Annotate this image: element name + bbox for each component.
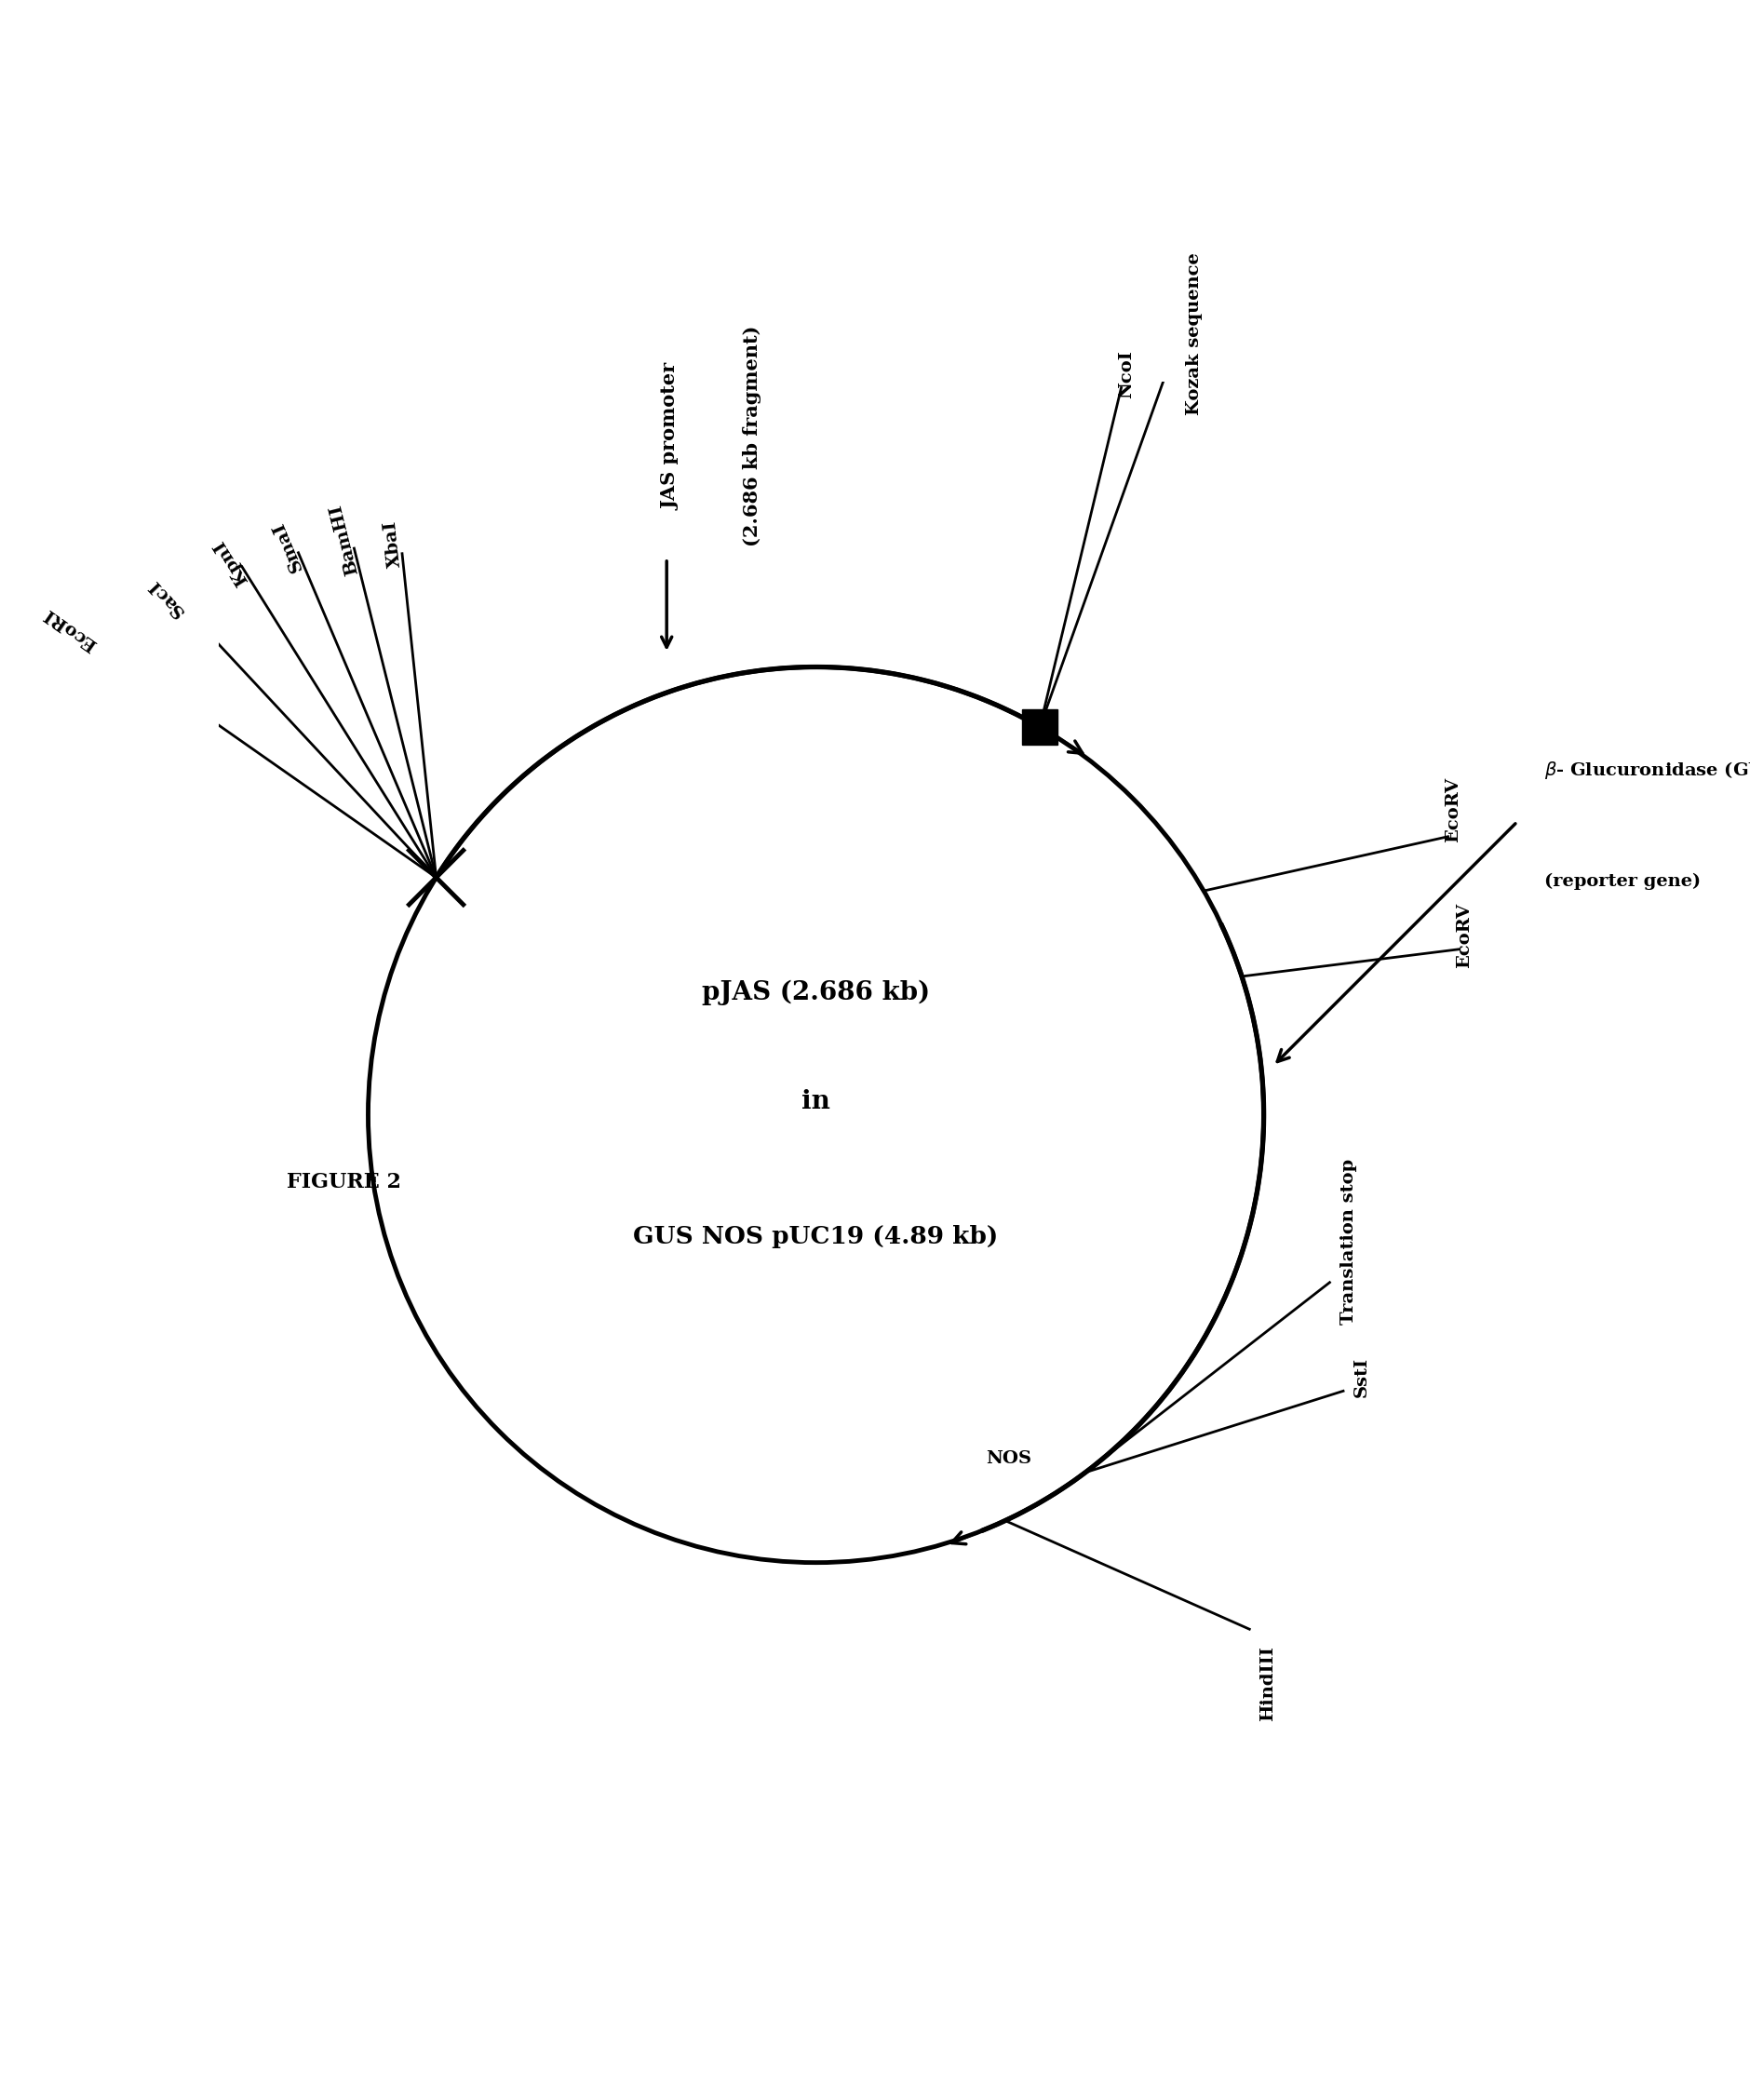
Text: EcoRV: EcoRV <box>1444 777 1461 842</box>
Text: $\beta$- Glucuronidase (GUS): $\beta$- Glucuronidase (GUS) <box>1544 760 1750 781</box>
Polygon shape <box>1022 710 1057 745</box>
Text: pJAS (2.686 kb): pJAS (2.686 kb) <box>702 981 929 1006</box>
Text: KpnI: KpnI <box>210 536 252 588</box>
Text: GUS NOS pUC19 (4.89 kb): GUS NOS pUC19 (4.89 kb) <box>633 1224 997 1250</box>
Text: NOS: NOS <box>985 1451 1031 1468</box>
Text: (reporter gene): (reporter gene) <box>1544 874 1699 890</box>
Text: Kozak sequence: Kozak sequence <box>1185 252 1202 416</box>
Text: BamHI: BamHI <box>327 502 360 578</box>
Text: FIGURE 2: FIGURE 2 <box>287 1172 401 1193</box>
Text: EcoRV: EcoRV <box>1454 903 1472 968</box>
Text: (2.686 kb fragment): (2.686 kb fragment) <box>742 326 761 546</box>
Text: JAS promoter: JAS promoter <box>662 363 679 510</box>
Text: Translation stop: Translation stop <box>1339 1159 1356 1325</box>
Text: NcoI: NcoI <box>1118 351 1134 399</box>
Text: SmaI: SmaI <box>270 519 306 573</box>
Text: SacI: SacI <box>145 575 187 620</box>
Text: SstI: SstI <box>1353 1357 1370 1396</box>
Text: EcoRI: EcoRI <box>40 605 100 653</box>
Text: in: in <box>802 1088 830 1113</box>
Text: HindIII: HindIII <box>1260 1646 1276 1722</box>
Text: XbaI: XbaI <box>381 519 404 567</box>
